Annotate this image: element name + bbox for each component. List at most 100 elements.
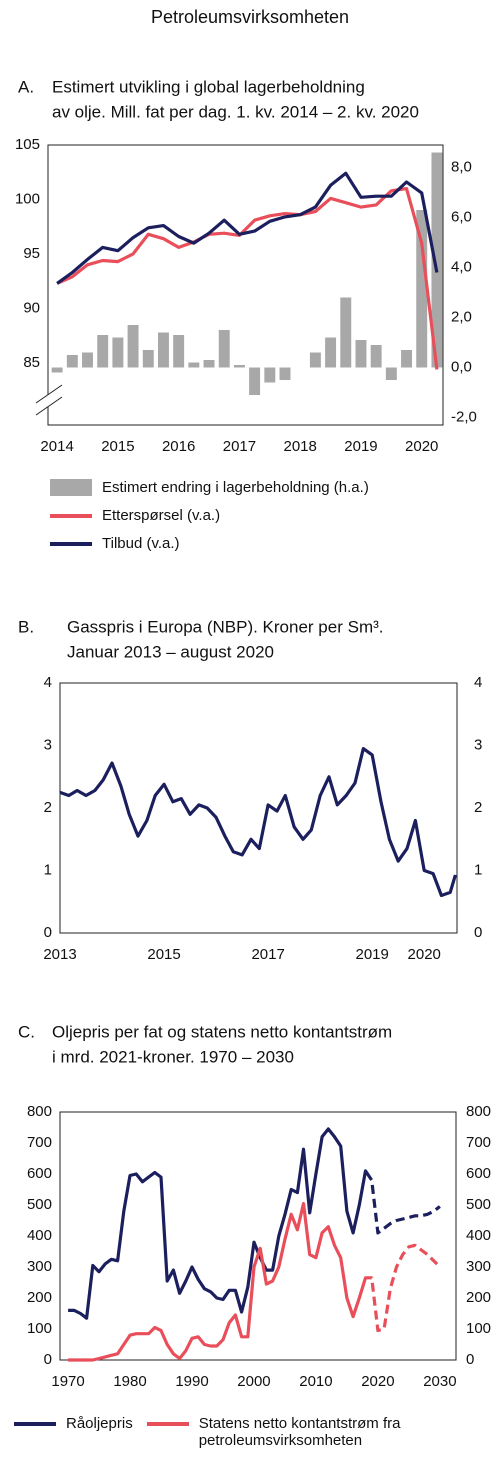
y-tick-label: 105 <box>15 136 40 153</box>
y2-tick-label: 4,0 <box>451 258 472 275</box>
x-tick-label: 2030 <box>423 1373 456 1390</box>
bar <box>173 335 185 368</box>
legend-item: Etterspørsel (v.a.) <box>50 507 369 524</box>
legend-swatch <box>50 514 92 518</box>
bar <box>431 152 443 368</box>
y-tick-label-right: 800 <box>466 1103 491 1120</box>
x-tick-label: 2017 <box>251 946 284 963</box>
legend-label: Estimert endring i lagerbeholdning (h.a.… <box>102 479 369 496</box>
line-1 <box>56 187 439 370</box>
legend-swatch <box>146 1422 189 1426</box>
y-tick-label: 100 <box>27 1320 52 1337</box>
axis-break <box>35 384 63 404</box>
bar <box>416 210 428 368</box>
line-0 <box>59 747 457 898</box>
bar <box>233 365 245 368</box>
legend-swatch <box>50 542 92 546</box>
y-tick-label: 1 <box>44 861 52 878</box>
y-tick-label-right: 0 <box>474 924 482 941</box>
y-tick-label-right: 3 <box>474 736 482 753</box>
bar <box>370 345 382 368</box>
y-tick-label: 100 <box>15 190 40 207</box>
bar <box>203 360 215 368</box>
legend: Estimert endring i lagerbeholdning (h.a.… <box>50 479 369 552</box>
legend-label: Råoljepris <box>66 1415 133 1432</box>
x-tick-label: 2013 <box>43 946 76 963</box>
x-tick-label: 1990 <box>175 1373 208 1390</box>
y-tick-label: 2 <box>44 799 52 816</box>
x-tick-label: 2020 <box>405 438 438 455</box>
bar <box>218 330 230 368</box>
bar <box>82 352 93 368</box>
y2-tick-label: 0,0 <box>451 358 472 375</box>
y2-tick-label: -2,0 <box>451 408 477 425</box>
bar <box>142 350 154 368</box>
y-tick-label: 800 <box>27 1103 52 1120</box>
bar <box>66 355 78 368</box>
legend-item: Råoljepris <box>14 1415 133 1432</box>
panel-title: Januar 2013 – august 2020 <box>67 642 274 661</box>
legend-item: Tilbud (v.a.) <box>50 535 369 552</box>
x-tick-label: 2000 <box>237 1373 270 1390</box>
panel-title: i mrd. 2021-kroner. 1970 – 2030 <box>52 1047 294 1066</box>
y-tick-label-right: 2 <box>474 799 482 816</box>
y-tick-label: 500 <box>27 1196 52 1213</box>
y-tick-label: 600 <box>27 1165 52 1182</box>
legend-swatch <box>14 1422 56 1426</box>
panel-title: Gasspris i Europa (NBP). Kroner per Sm³. <box>67 617 383 636</box>
x-tick-label: 1980 <box>113 1373 146 1390</box>
y-tick-label: 300 <box>27 1258 52 1275</box>
legend-label: Statens netto kontantstrøm fra petroleum… <box>198 1415 401 1449</box>
y-tick-label-right: 0 <box>466 1351 474 1368</box>
y-tick-label: 4 <box>44 674 52 691</box>
y-tick-label-right: 200 <box>466 1289 491 1306</box>
bar <box>279 367 291 380</box>
panel-label: B. <box>18 617 34 636</box>
y-tick-label: 3 <box>44 736 52 753</box>
bar <box>127 325 139 368</box>
y2-tick-label: 2,0 <box>451 308 472 325</box>
y-tick-label: 0 <box>44 924 52 941</box>
panel-label: A. <box>18 77 34 96</box>
y-tick-label: 90 <box>23 299 40 316</box>
bar <box>355 340 367 368</box>
bar <box>340 297 352 368</box>
x-tick-label: 2019 <box>344 438 377 455</box>
y-tick-label-right: 700 <box>466 1134 491 1151</box>
page-title: Petroleumsvirksomheten <box>151 7 349 27</box>
y2-tick-label: 8,0 <box>451 158 472 175</box>
axis-break-gap <box>44 395 52 407</box>
x-tick-label: 2014 <box>40 438 73 455</box>
legend-item: Statens netto kontantstrøm fra petroleum… <box>146 1415 449 1449</box>
bar <box>264 367 276 383</box>
x-tick-label: 2015 <box>101 438 134 455</box>
plot-frame <box>59 1111 457 1361</box>
line-1 <box>68 1201 442 1362</box>
bar <box>112 337 124 368</box>
y-tick-label: 400 <box>27 1227 52 1244</box>
x-tick-label: 2016 <box>162 438 195 455</box>
x-tick-label: 2010 <box>299 1373 332 1390</box>
legend: Råoljepris Statens netto kontantstrøm fra… <box>14 1415 449 1449</box>
y-tick-label-right: 1 <box>474 861 482 878</box>
y-tick-label-right: 500 <box>466 1196 491 1213</box>
y-tick-label: 700 <box>27 1134 52 1151</box>
x-tick-label: 2015 <box>147 946 180 963</box>
legend-item: Estimert endring i lagerbeholdning (h.a.… <box>50 479 369 496</box>
x-tick-label: 2019 <box>356 946 389 963</box>
bar <box>51 367 63 373</box>
bar <box>401 350 413 368</box>
bar <box>325 337 337 368</box>
panel-label: C. <box>18 1022 35 1041</box>
x-tick-label: 2017 <box>223 438 256 455</box>
y-tick-label-right: 400 <box>466 1227 491 1244</box>
bar <box>309 352 321 368</box>
y-tick-label: 200 <box>27 1289 52 1306</box>
line-2 <box>56 171 439 285</box>
x-tick-label: 2020 <box>408 946 441 963</box>
panel-title: av olje. Mill. fat per dag. 1. kv. 2014 … <box>52 102 419 121</box>
y-tick-label-right: 100 <box>466 1320 491 1337</box>
legend-swatch <box>50 479 92 496</box>
y-tick-label: 95 <box>23 245 40 262</box>
